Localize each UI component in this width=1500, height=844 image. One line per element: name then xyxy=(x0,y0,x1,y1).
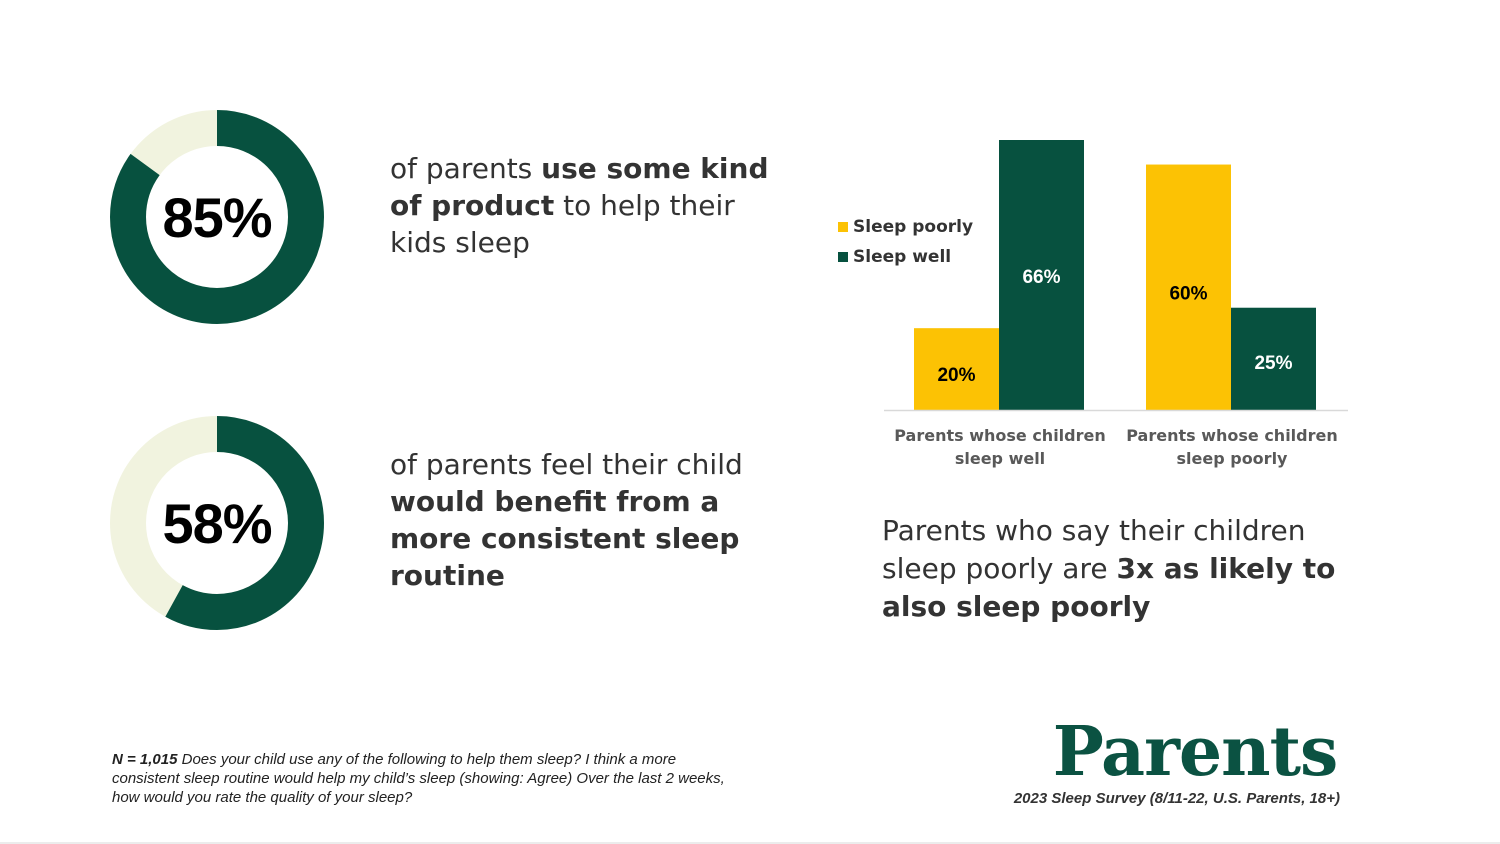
data-label: 25% xyxy=(1254,353,1292,374)
body-text: of parents xyxy=(390,152,542,185)
donut-value: 58% xyxy=(162,491,272,555)
data-label: 60% xyxy=(1169,283,1207,304)
survey-source: 2023 Sleep Survey (8/11-22, U.S. Parents… xyxy=(1013,790,1340,807)
donut-ring xyxy=(110,416,324,630)
bar-sleep-well xyxy=(999,140,1084,410)
legend-item-sleep-well: Sleep well xyxy=(838,242,973,272)
bottom-divider xyxy=(0,842,1500,844)
bar-sleep-poorly xyxy=(1146,164,1231,410)
donut-value: 85% xyxy=(162,185,272,249)
legend-label: Sleep well xyxy=(853,247,952,267)
category-label: Parents whose children sleep well xyxy=(894,426,1106,468)
bar-sleep-poorly xyxy=(914,328,999,410)
data-label: 20% xyxy=(937,365,975,386)
footnote-sample-size: N = 1,015 xyxy=(112,751,178,768)
legend-label: Sleep poorly xyxy=(853,217,974,237)
donut-chart-routine: 58% xyxy=(109,415,325,631)
body-text: Parents who say their children sleep poo… xyxy=(882,514,1306,585)
emphasis-text: use some kind of product xyxy=(390,152,769,222)
emphasis-text: 3x as likely to also sleep poorly xyxy=(882,552,1336,623)
chart-legend: Sleep poorly Sleep well xyxy=(838,212,973,272)
stat-text-routine: of parents feel their child would benefi… xyxy=(390,446,790,594)
footnote: N = 1,015 Does your child use any of the… xyxy=(112,750,732,807)
bar-sleep-well xyxy=(1231,307,1316,410)
emphasis-text: would benefit from a more consistent sle… xyxy=(390,485,740,592)
legend-swatch xyxy=(838,252,848,262)
parents-logo: Parents xyxy=(1052,712,1339,792)
chart-insight-text: Parents who say their children sleep poo… xyxy=(882,512,1352,626)
body-text: of parents feel their child xyxy=(390,448,743,481)
donut-chart-products: 85% xyxy=(109,109,325,325)
donut-fill xyxy=(110,110,324,324)
donut-ring xyxy=(110,110,324,324)
body-text: to help their kids sleep xyxy=(390,189,735,259)
footnote-questions: Does your child use any of the following… xyxy=(112,751,725,806)
bar-chart: 20% 66% Parents whose children sleep well 60… xyxy=(884,140,1348,468)
donut-fill xyxy=(110,416,324,630)
legend-swatch xyxy=(838,222,848,232)
data-label: 66% xyxy=(1022,267,1060,288)
legend-item-sleep-poorly: Sleep poorly xyxy=(838,212,973,242)
stat-text-products: of parents use some kind of product to h… xyxy=(390,150,770,261)
category-label: Parents whose children sleep poorly xyxy=(1126,426,1338,468)
